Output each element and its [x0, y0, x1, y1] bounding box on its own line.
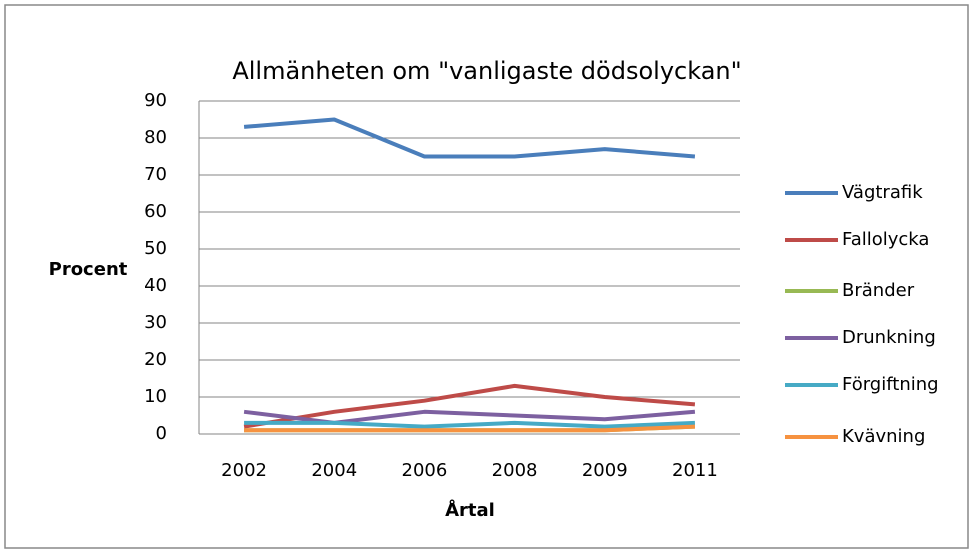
legend-label: Bränder — [842, 280, 915, 301]
y-tick-label: 40 — [144, 275, 167, 296]
series-line — [243, 117, 696, 159]
y-tick-label: 90 — [144, 90, 167, 111]
legend-label: Fallolycka — [842, 229, 929, 250]
legend-label: Vägtrafik — [842, 182, 923, 203]
x-tick-label: 2004 — [311, 460, 357, 481]
y-tick-label: 50 — [144, 238, 167, 259]
chart-frame — [4, 4, 969, 549]
y-tick-label: 20 — [144, 349, 167, 370]
x-tick-label: 2002 — [221, 460, 267, 481]
y-tick-label: 80 — [144, 127, 167, 148]
x-tick-label: 2008 — [492, 460, 538, 481]
chart-title: Allmänheten om "vanligaste dödsolyckan" — [232, 57, 741, 85]
y-tick-label: 60 — [144, 201, 167, 222]
legend-label: Förgiftning — [842, 374, 939, 395]
series-line — [244, 420, 695, 429]
y-tick-label: 70 — [144, 164, 167, 185]
legend-label: Kvävning — [842, 426, 925, 447]
y-tick-label: 0 — [156, 423, 167, 444]
series-line — [243, 383, 696, 429]
series-line — [244, 424, 695, 433]
legend-label: Drunkning — [842, 327, 936, 348]
x-tick-label: 2006 — [402, 460, 448, 481]
y-axis-title: Procent — [49, 259, 128, 280]
y-tick-label: 10 — [144, 386, 167, 407]
x-tick-label: 2011 — [672, 460, 718, 481]
x-tick-label: 2009 — [582, 460, 628, 481]
x-axis-title: Årtal — [445, 498, 495, 521]
y-tick-label: 30 — [144, 312, 167, 333]
